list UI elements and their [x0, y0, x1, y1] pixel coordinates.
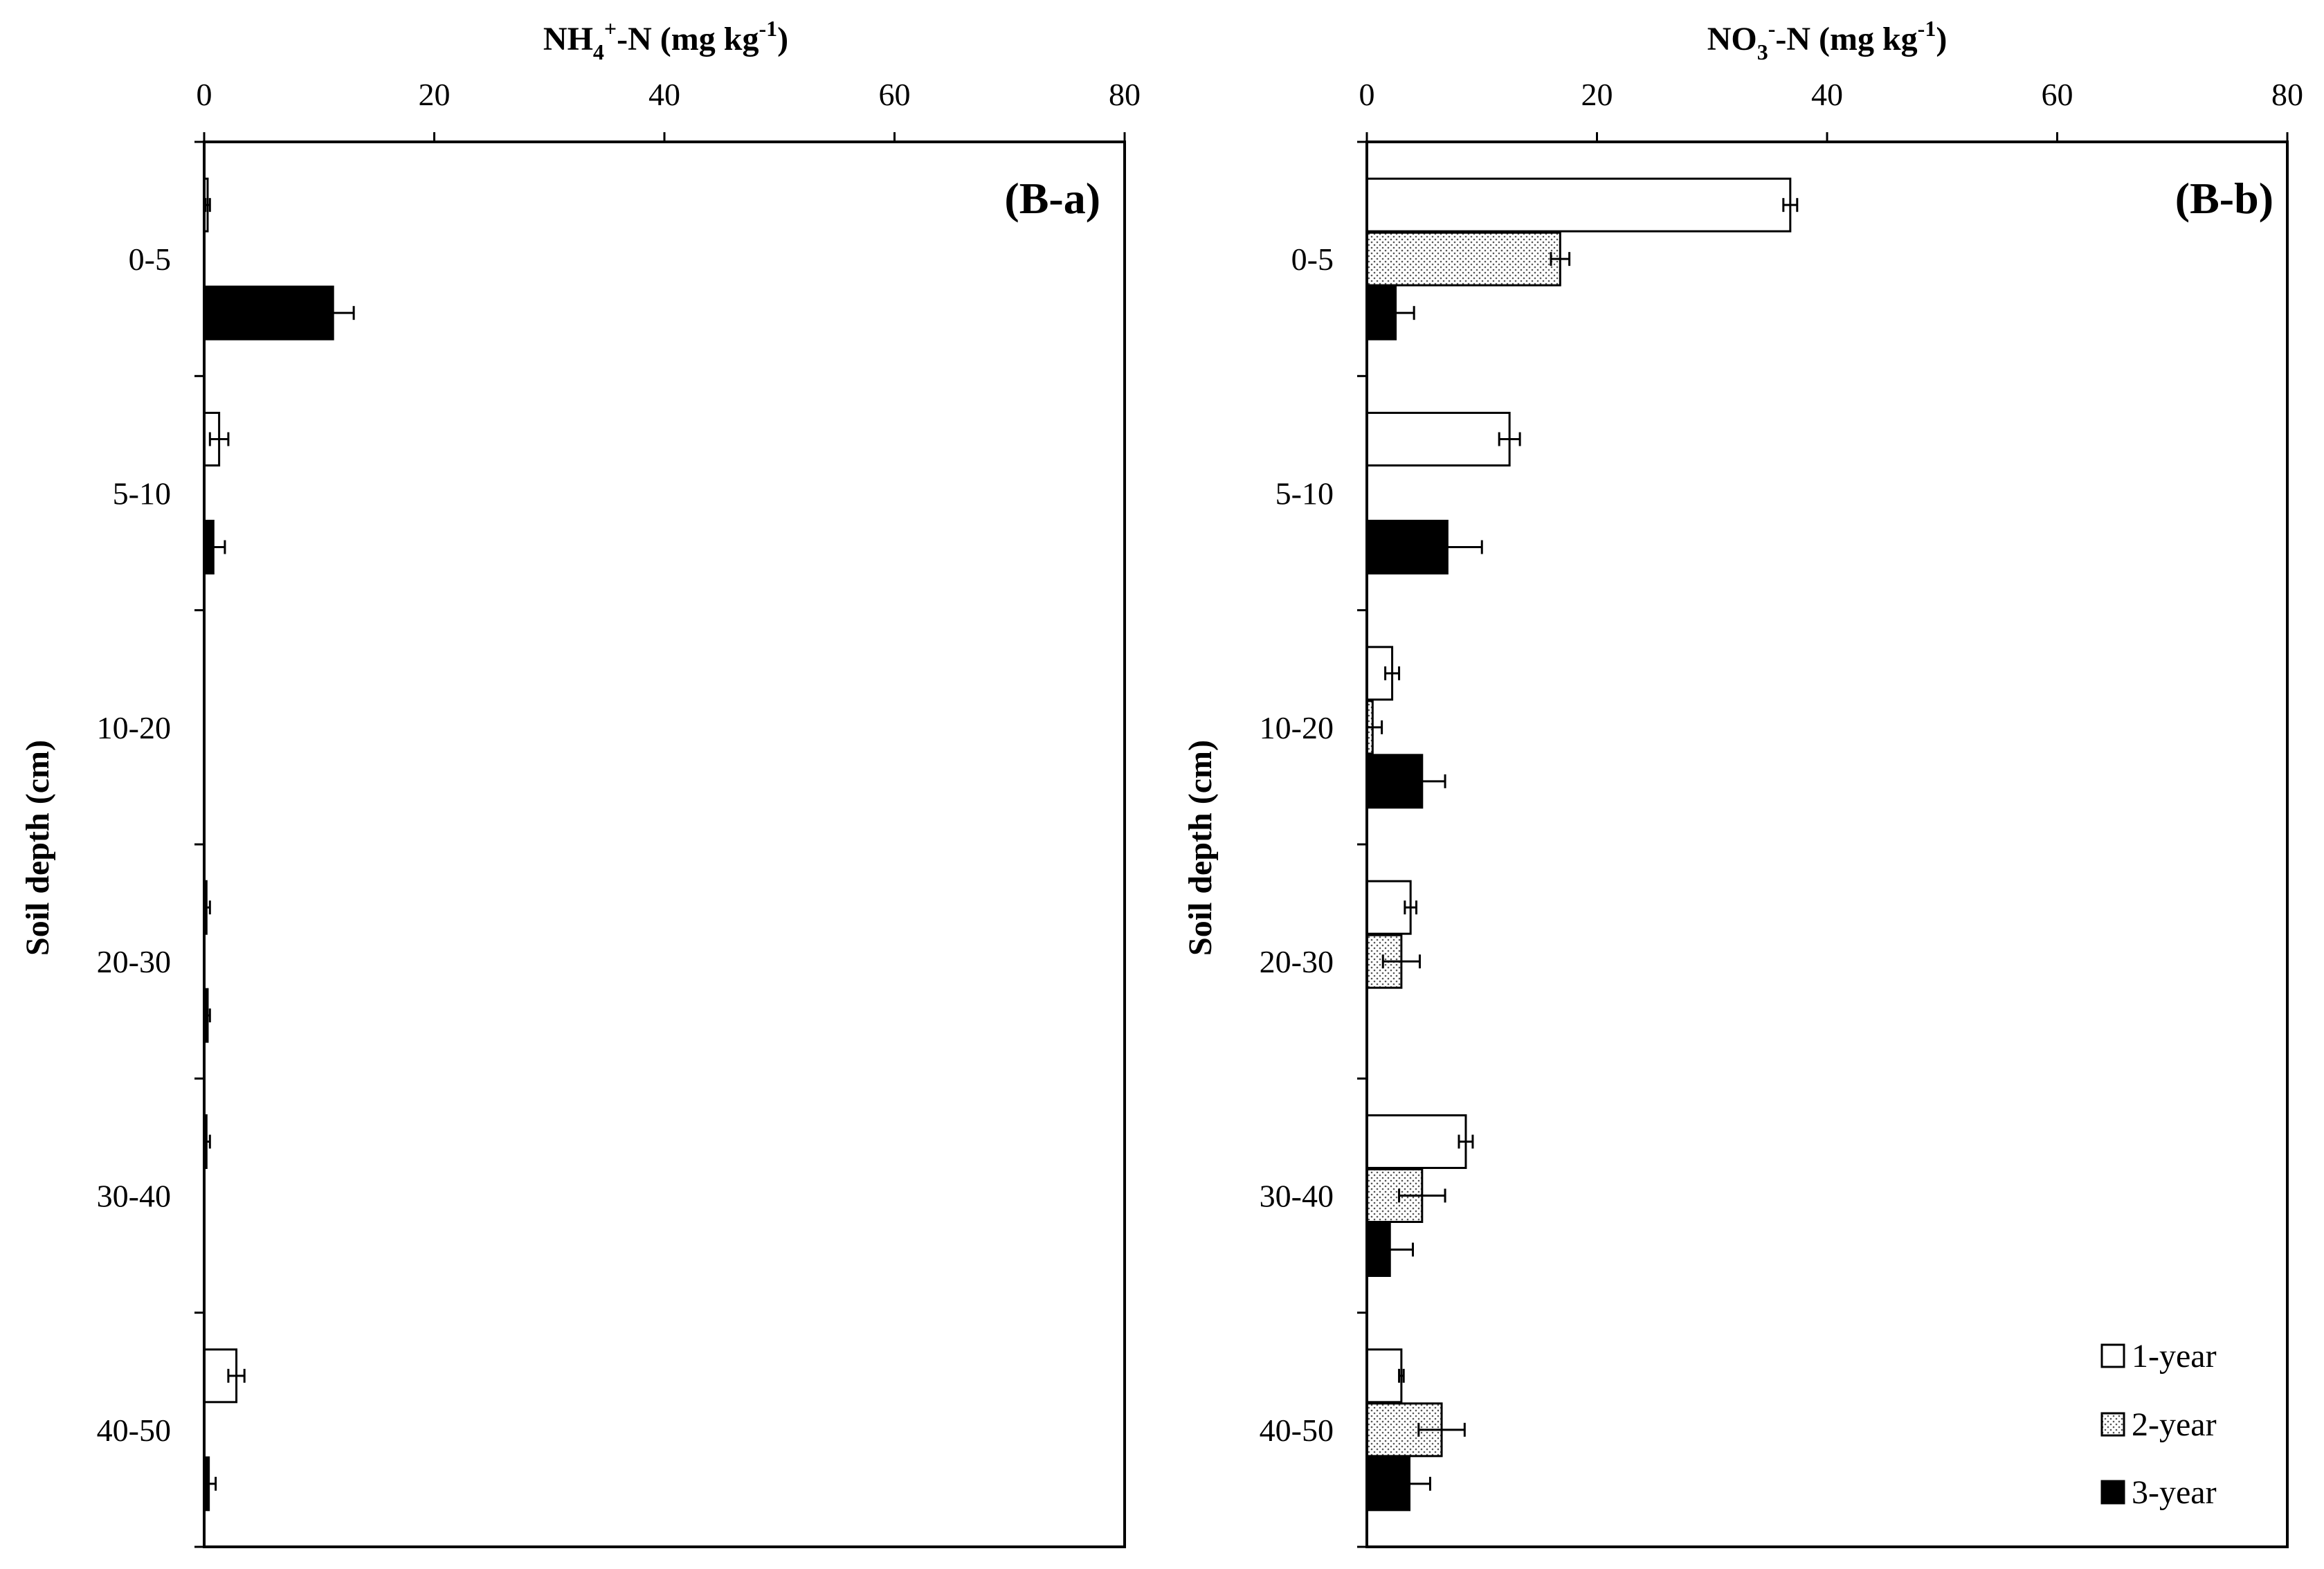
y-category-label: 5-10: [113, 476, 171, 511]
x-axis-title: NH4+-N (mg kg-1): [543, 16, 788, 64]
x-tick-label: 20: [419, 77, 451, 112]
panel-label: (B-b): [2175, 174, 2273, 223]
legend-swatch: [2100, 1480, 2125, 1505]
x-tick-label: 40: [648, 77, 680, 112]
error-bar-1-year-0-5: [1782, 198, 1799, 212]
error-bar-1-year-20-30: [1404, 900, 1417, 915]
legend-swatch: [2100, 1412, 2125, 1437]
bar-2-year-0-5: [1365, 231, 1561, 287]
legend-swatch: [2100, 1343, 2125, 1368]
bar-1-year-5-10: [1365, 412, 1511, 466]
x-tick-label: 0: [197, 77, 212, 112]
y-category-label: 0-5: [1291, 242, 1334, 277]
error-bar-1-year-5-10: [208, 432, 230, 446]
y-category-label: 10-20: [97, 710, 171, 745]
legend-label: 3-year: [2132, 1474, 2217, 1511]
x-tick-label: 20: [1581, 77, 1613, 112]
x-tick-label: 80: [2271, 77, 2303, 112]
error-bar-2-year-30-40: [1398, 1188, 1446, 1203]
error-bar-1-year-10-20: [1384, 666, 1401, 680]
y-category-label: 5-10: [1276, 476, 1334, 511]
panel-label: (B-a): [1004, 174, 1100, 223]
y-category-label: 30-40: [1260, 1179, 1334, 1214]
error-bar-2-year-0-5: [1550, 252, 1571, 266]
y-axis-title: Soil depth (cm): [1182, 740, 1219, 956]
y-category-label: 0-5: [129, 242, 171, 277]
y-category-label: 40-50: [1260, 1413, 1334, 1448]
legend-label: 2-year: [2132, 1406, 2217, 1443]
error-bar-2-year-20-30: [1381, 954, 1421, 969]
legend-label: 1-year: [2132, 1338, 2217, 1375]
panel-nh4: NH4+-N (mg kg-1) Soil depth (cm) (B-a) 0…: [19, 16, 1141, 1548]
error-bar-3-year-5-10: [1412, 540, 1483, 554]
plot-frame: [1365, 140, 2289, 1548]
error-bar-2-year-40-50: [1417, 1422, 1466, 1437]
panel-no3: NO3--N (mg kg-1) Soil depth (cm) (B-b) 0…: [1182, 16, 2303, 1548]
x-tick-label: 60: [2042, 77, 2073, 112]
bar-1-year-0-5: [1365, 177, 1792, 233]
legend-item-1-year: 1-year: [2100, 1338, 2217, 1375]
bar-1-year-40-50: [1365, 1348, 1403, 1404]
x-tick-label: 40: [1811, 77, 1843, 112]
y-axis-title: Soil depth (cm): [19, 740, 56, 956]
y-category-label: 20-30: [97, 944, 171, 979]
y-category-label: 40-50: [97, 1413, 171, 1448]
error-bar-3-year-0-5: [311, 306, 355, 320]
y-category-label: 20-30: [1260, 944, 1334, 979]
error-bar-3-year-0-5: [1376, 306, 1415, 320]
y-category-label: 30-40: [97, 1179, 171, 1214]
error-bar-1-year-30-40: [1458, 1134, 1474, 1149]
legend: 1-year 2-year 3-year: [2100, 1338, 2217, 1511]
bar-1-year-30-40: [1365, 1114, 1467, 1169]
x-axis-title: NO3--N (mg kg-1): [1707, 16, 1948, 64]
error-bar-3-year-40-50: [1388, 1476, 1431, 1491]
x-tick-label: 0: [1359, 77, 1375, 112]
plot-frame: [203, 140, 1126, 1548]
error-bar-3-year-10-20: [1398, 774, 1446, 788]
x-tick-label: 80: [1109, 77, 1141, 112]
error-bar-1-year-40-50: [227, 1368, 246, 1383]
x-tick-label: 60: [879, 77, 911, 112]
legend-item-3-year: 3-year: [2100, 1474, 2217, 1511]
y-category-label: 10-20: [1260, 710, 1334, 745]
legend-item-2-year: 2-year: [2100, 1406, 2217, 1443]
error-bar-1-year-5-10: [1498, 432, 1521, 446]
error-bar-1-year-40-50: [1398, 1368, 1405, 1383]
